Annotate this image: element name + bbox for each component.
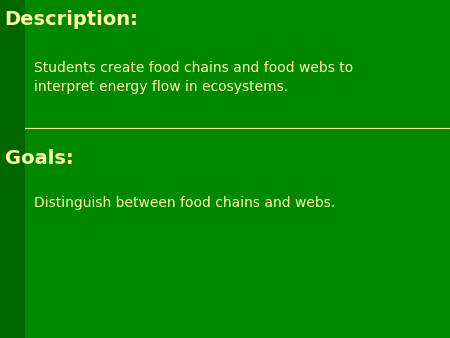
Text: Goals:: Goals: <box>4 149 73 168</box>
FancyBboxPatch shape <box>0 0 25 338</box>
Text: Description:: Description: <box>4 10 139 29</box>
Text: Students create food chains and food webs to
interpret energy flow in ecosystems: Students create food chains and food web… <box>34 61 353 94</box>
Text: Distinguish between food chains and webs.: Distinguish between food chains and webs… <box>34 196 335 210</box>
